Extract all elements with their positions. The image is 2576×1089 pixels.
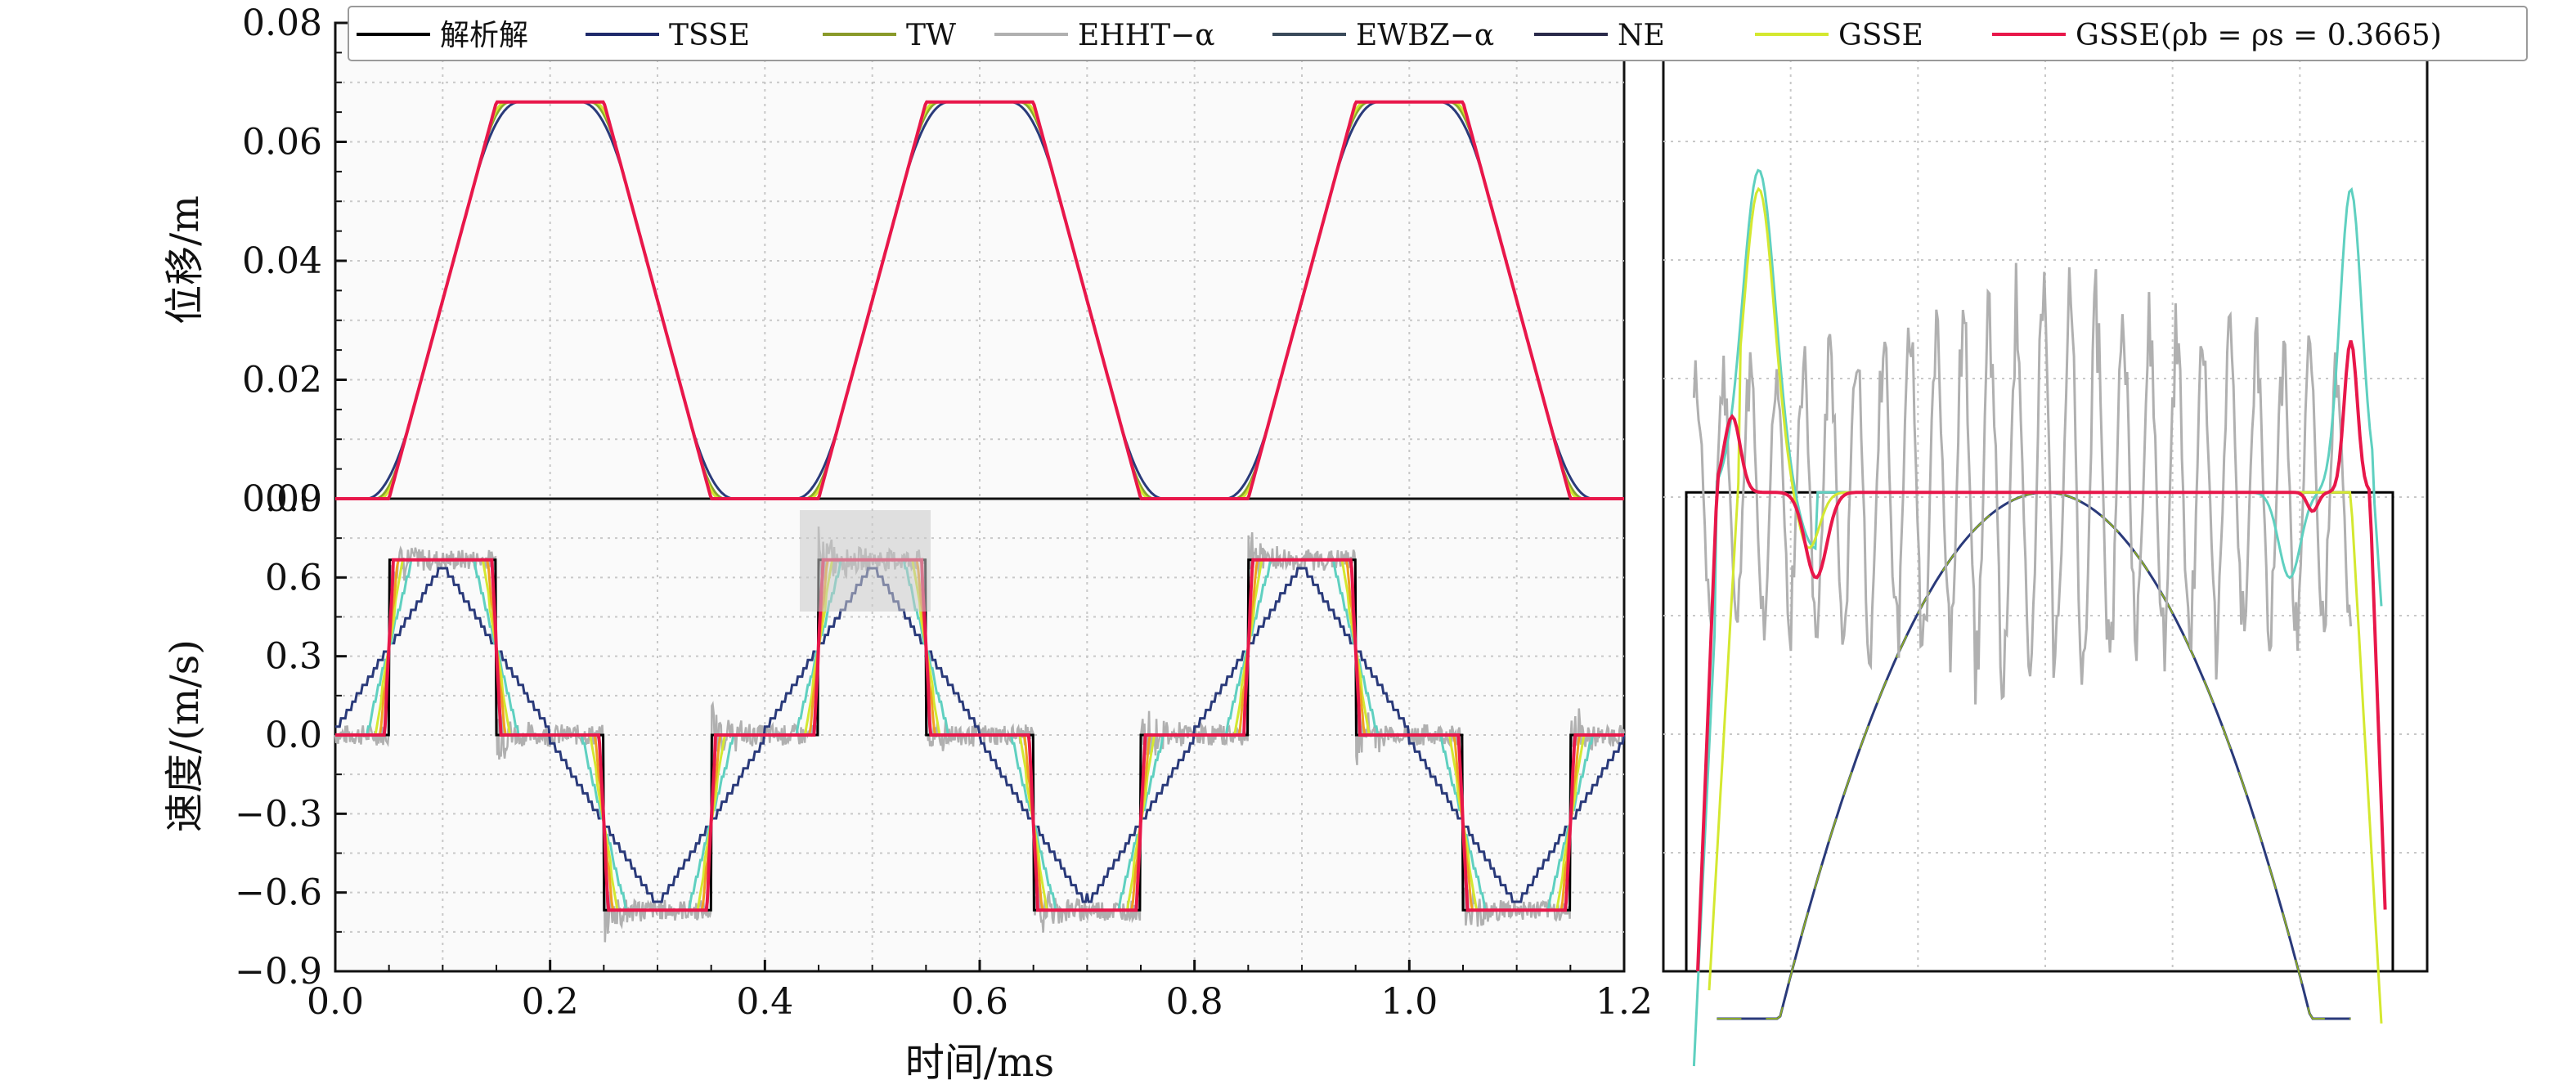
ytick-label-displacement: 0.02 (242, 360, 322, 401)
ytick-label-displacement: 0.00 (242, 478, 322, 520)
time-xlabel: 时间/ms (905, 1040, 1054, 1086)
series-gsse-rho-displacement (335, 100, 1624, 500)
ytick-label-displacement: 0.08 (242, 2, 322, 44)
legend: 解析解 TSSE TW EHHT−α EWBZ−α NE GSSE GSSE(ρb = ρs … (348, 6, 2528, 61)
ytick-label-velocity: 0.6 (265, 557, 322, 598)
zoom-highlight-box (800, 510, 931, 612)
xtick-label: 1.0 (1380, 981, 1438, 1023)
legend-label: 解析解 (440, 19, 528, 52)
velocity-ylabel: 速度/(m/s) (162, 639, 208, 832)
inset-layer (1685, 168, 2394, 1067)
xtick-label: 0.8 (1166, 981, 1223, 1023)
ytick-label-velocity: −0.9 (235, 951, 322, 993)
xtick-label: 0.4 (736, 981, 793, 1023)
inset-series-ehht (1692, 262, 2353, 705)
series-layer (334, 100, 1626, 943)
ytick-label-velocity: −0.6 (235, 872, 322, 914)
legend-label: GSSE(ρb = ρs = 0.3665) (2076, 19, 2442, 52)
xtick-label: 0.0 (307, 981, 364, 1023)
legend-label: EHHT−α (1078, 19, 1215, 52)
inset-series-ne (1717, 491, 2351, 1020)
legend-label: TSSE (669, 19, 750, 52)
legend-frame (348, 6, 2528, 61)
ytick-label-velocity: 0.3 (265, 636, 322, 678)
ytick-label-displacement: 0.04 (242, 240, 322, 282)
xtick-label: 0.6 (951, 981, 1008, 1023)
ytick-label-displacement: 0.06 (242, 122, 322, 164)
legend-label: NE (1618, 19, 1665, 52)
legend-label: TW (906, 19, 956, 52)
series-gsse-rho-velocity (335, 558, 1624, 912)
legend-label: GSSE (1838, 19, 1923, 52)
legend-label: EWBZ−α (1356, 19, 1494, 52)
ytick-label-velocity: 0.0 (265, 715, 322, 756)
ticks-layer: 0.00 0.02 0.04 0.06 0.08 −0.9 −0.6 −0.3 0.0 0.3 0.… (235, 2, 1653, 1023)
displacement-ylabel: 位移/m (162, 195, 208, 325)
xtick-label: 1.2 (1595, 981, 1653, 1023)
xtick-label: 0.2 (522, 981, 579, 1023)
ytick-label-velocity: 0.9 (265, 478, 322, 520)
ytick-label-velocity: −0.3 (235, 793, 322, 835)
inset-series-gsse-rho (1696, 340, 2387, 972)
